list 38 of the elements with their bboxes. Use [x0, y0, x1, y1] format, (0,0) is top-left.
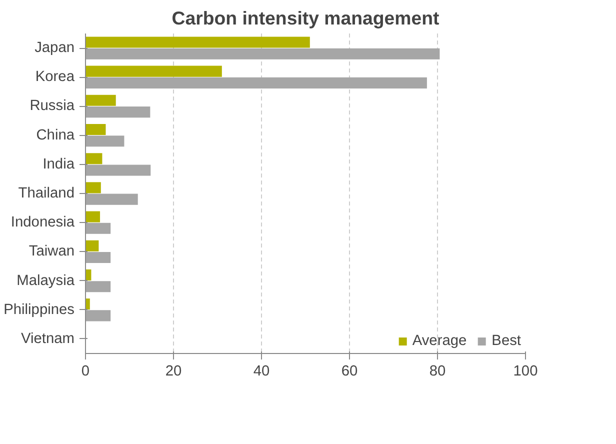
y-tick-label: India — [42, 156, 76, 172]
y-tick-label: China — [36, 127, 76, 144]
y-tick-label: Indonesia — [10, 214, 76, 231]
x-tick-label: 20 — [165, 364, 182, 380]
bar — [86, 211, 100, 222]
bar — [86, 310, 111, 322]
legend-label: Best — [492, 333, 521, 349]
x-tick-label: 0 — [81, 364, 90, 380]
bar — [86, 281, 111, 292]
bar — [86, 124, 106, 136]
y-tick-label: Philippines — [4, 302, 75, 318]
bar — [86, 94, 116, 106]
bar — [86, 48, 440, 60]
bar — [86, 153, 102, 164]
bar — [86, 36, 310, 48]
x-tick-label: 40 — [253, 364, 270, 380]
bar — [86, 164, 151, 176]
bar — [86, 252, 111, 264]
bar — [86, 66, 222, 77]
chart-title: Carbon intensity management — [172, 8, 440, 28]
y-tick-label: Vietnam — [21, 330, 75, 347]
y-tick-label: Malaysia — [16, 272, 76, 289]
bar — [86, 136, 124, 147]
y-tick-label: Korea — [35, 69, 76, 86]
bar — [86, 77, 427, 88]
x-tick-label: 80 — [429, 364, 446, 380]
x-tick-label: 60 — [341, 364, 358, 380]
bar — [86, 106, 150, 118]
y-tick-label: Japan — [34, 40, 75, 56]
y-tick-label: Thailand — [18, 186, 75, 202]
y-tick-label: Taiwan — [28, 244, 75, 260]
bar — [86, 222, 111, 234]
bar — [86, 240, 99, 252]
legend-label: Average — [412, 333, 467, 349]
x-tick-label: 100 — [513, 364, 538, 380]
bar — [86, 194, 138, 205]
bar — [86, 182, 101, 194]
y-tick-label: Russia — [30, 98, 76, 114]
